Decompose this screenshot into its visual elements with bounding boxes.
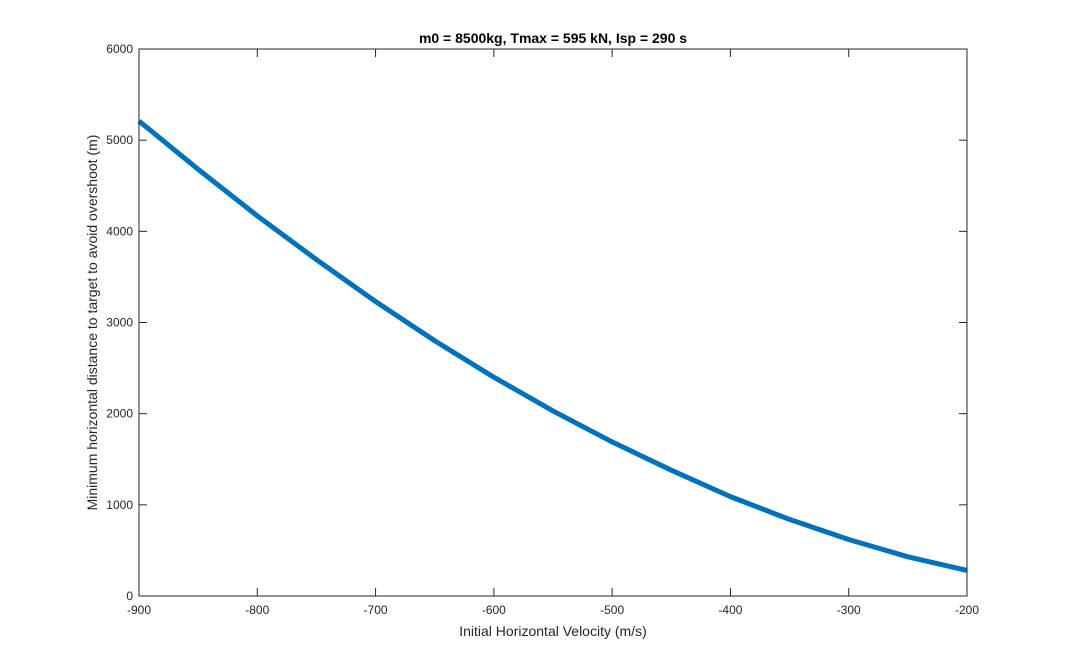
x-tick-label: -700 (364, 603, 388, 617)
y-tick-label: 6000 (106, 42, 133, 56)
y-tick-label: 3000 (106, 316, 133, 330)
x-tick-label: -300 (837, 603, 861, 617)
y-tick-label: 2000 (106, 407, 133, 421)
x-tick-label: -200 (955, 603, 979, 617)
x-axis-ticks: -900 -800 -700 -600 -500 -400 -300 -200 (127, 49, 979, 617)
x-axis-title: Initial Horizontal Velocity (m/s) (459, 623, 647, 639)
x-tick-label: -900 (127, 603, 151, 617)
series-line (137, 119, 968, 573)
x-tick-label: -800 (245, 603, 269, 617)
chart-title: m0 = 8500kg, Tmax = 595 kN, Isp = 290 s (419, 30, 687, 46)
series-layer (137, 119, 968, 573)
x-tick-label: -500 (600, 603, 624, 617)
x-tick-label: -400 (718, 603, 742, 617)
x-tick-label: -600 (482, 603, 506, 617)
y-tick-label: 1000 (106, 498, 133, 512)
y-axis-ticks: 0 1000 2000 3000 4000 5000 6000 (106, 42, 967, 603)
y-tick-label: 4000 (106, 224, 133, 238)
plot-area (139, 49, 967, 596)
y-axis-title: Minimum horizontal distance to target to… (84, 135, 100, 511)
y-tick-label: 0 (126, 589, 133, 603)
y-tick-label: 5000 (106, 133, 133, 147)
